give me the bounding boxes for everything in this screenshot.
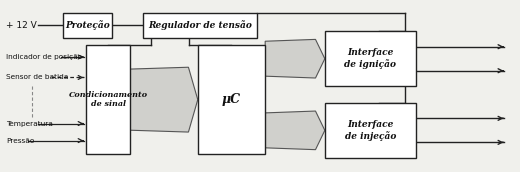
Text: Condicionamento
de sinal: Condicionamento de sinal (69, 91, 148, 108)
Text: Pressão: Pressão (6, 138, 34, 144)
Text: Interface
de ignição: Interface de ignição (344, 49, 396, 69)
Text: Regulador de tensão: Regulador de tensão (148, 20, 252, 30)
Bar (325, 31, 415, 86)
Text: Temperatura: Temperatura (6, 121, 53, 127)
Text: Sensor de batida: Sensor de batida (6, 74, 68, 80)
Text: + 12 V: + 12 V (6, 21, 36, 30)
Text: Interface
de injeção: Interface de injeção (345, 120, 396, 141)
Bar (144, 13, 257, 38)
Text: Indicador de posição: Indicador de posição (6, 54, 82, 60)
Bar (325, 103, 415, 158)
Bar (198, 45, 265, 154)
Polygon shape (265, 39, 325, 78)
Bar (63, 13, 112, 38)
Text: Proteção: Proteção (65, 20, 110, 30)
Text: μC: μC (222, 93, 241, 106)
Bar (86, 45, 131, 154)
Polygon shape (265, 111, 325, 150)
Polygon shape (131, 67, 198, 132)
